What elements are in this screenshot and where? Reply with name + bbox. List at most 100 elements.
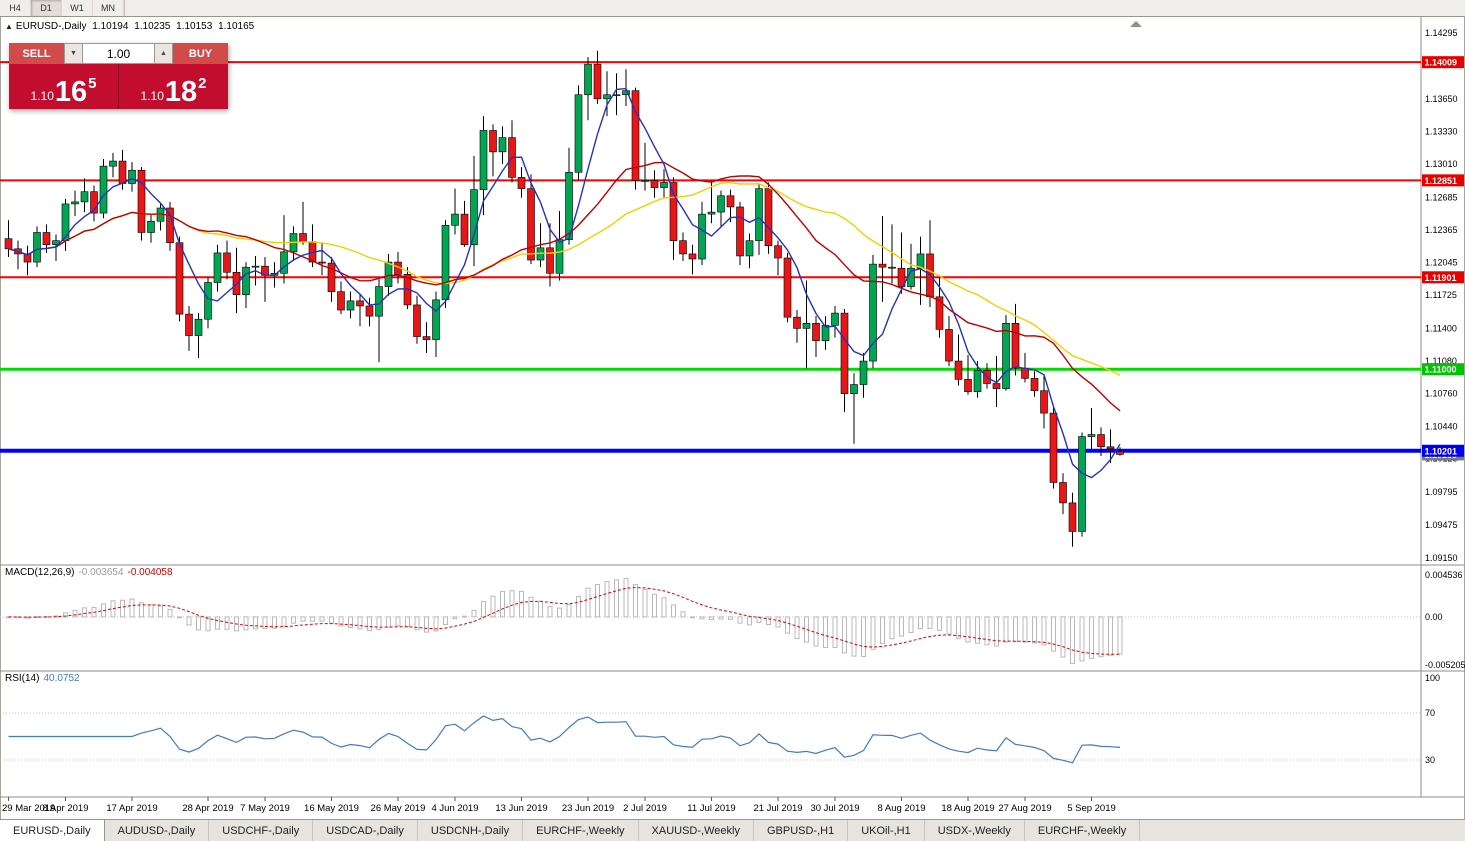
candle-up <box>698 213 706 260</box>
macd-histogram-bar <box>395 616 401 627</box>
macd-histogram-bar <box>823 616 828 648</box>
bid-pipette: 5 <box>88 75 97 92</box>
macd-histogram-bar <box>1079 616 1085 662</box>
candle-up <box>555 239 564 274</box>
candle-up <box>584 63 592 96</box>
macd-histogram-bar <box>899 616 904 637</box>
candle-down <box>1068 502 1077 532</box>
candle-down <box>1021 367 1029 379</box>
candle-down <box>1030 378 1039 391</box>
sell-button[interactable]: SELL <box>9 43 64 64</box>
chart-shift-marker[interactable] <box>1130 21 1142 27</box>
timeframe-button-h4[interactable]: H4 <box>0 0 31 16</box>
sell-price-display[interactable]: 1.10 16 5 <box>9 64 118 109</box>
candle-down <box>1049 412 1058 483</box>
price-tick: 1.12365 <box>1425 225 1458 235</box>
candle-down <box>175 242 184 315</box>
candle-up <box>565 171 573 240</box>
candle-down <box>764 188 773 247</box>
macd-histogram-bar <box>63 612 68 618</box>
macd-histogram-bar <box>747 616 752 626</box>
symbol-tab[interactable]: EURCHF-,Weekly <box>1025 820 1141 841</box>
candle-down <box>840 312 849 395</box>
symbol-tab[interactable]: XAUUSD-,Weekly <box>639 820 754 841</box>
candle-down <box>669 182 678 241</box>
candle-down <box>185 313 193 336</box>
symbol-tab[interactable]: USDCHF-,Daily <box>209 820 314 841</box>
timeframe-buttons: H4 D1 W1 MN <box>0 0 125 16</box>
ohlc-high: 1.10235 <box>134 21 171 32</box>
timeframe-button-d1[interactable]: D1 <box>31 0 62 16</box>
macd-histogram-bar <box>1108 616 1113 656</box>
date-label: 27 Aug 2019 <box>998 803 1051 814</box>
price-tick: 1.10760 <box>1425 389 1458 399</box>
pane-separators <box>0 17 1465 798</box>
candle-up <box>1002 323 1010 389</box>
symbol-tab[interactable]: GBPUSD-,H1 <box>754 820 849 841</box>
macd-histogram-bar <box>614 579 619 618</box>
volume-input[interactable] <box>83 43 154 64</box>
buy-button[interactable]: BUY <box>173 43 228 64</box>
volume-increase-icon[interactable]: ▲ <box>154 43 173 64</box>
symbol-tab[interactable]: AUDUSD-,Daily <box>105 820 210 841</box>
macd-histogram-bar <box>842 616 847 654</box>
macd-histogram-bar <box>224 616 230 630</box>
symbol-tab[interactable]: EURCHF-,Weekly <box>523 820 639 841</box>
price-tick: 1.11080 <box>1425 356 1457 366</box>
candle-up <box>707 211 716 215</box>
macd-histogram-bar <box>300 616 306 622</box>
symbol-tab[interactable]: EURUSD-,Daily <box>0 820 105 841</box>
candle-up <box>470 189 478 246</box>
price-tick: 1.12685 <box>1425 192 1458 202</box>
macd-histogram-bar <box>918 616 923 630</box>
candle-down <box>365 305 374 317</box>
macd-histogram-bar <box>148 604 154 618</box>
macd-histogram-bar <box>880 616 885 645</box>
macd-histogram-bar <box>348 616 353 629</box>
macd-histogram-bar <box>452 616 458 620</box>
candle-up <box>1087 434 1096 437</box>
candle-up <box>346 300 355 311</box>
candle-up <box>603 94 611 100</box>
macd-histogram-bar <box>234 616 239 632</box>
macd-histogram-bar <box>1022 616 1028 643</box>
macd-histogram-bar <box>471 609 477 618</box>
candle-down <box>783 257 792 318</box>
candle-down <box>299 233 307 242</box>
candle-down <box>945 329 953 362</box>
timeframe-button-mn[interactable]: MN <box>93 0 124 16</box>
symbol-tab[interactable]: USDCAD-,Daily <box>313 820 418 841</box>
volume-decrease-icon[interactable]: ▼ <box>64 43 83 64</box>
symbol-tab[interactable]: UKOil-,H1 <box>848 820 925 841</box>
buy-price-display[interactable]: 1.10 18 2 <box>119 64 228 109</box>
macd-histogram-bar <box>1060 616 1066 658</box>
candle-up <box>641 180 649 182</box>
symbol-tab[interactable]: USDX-,Weekly <box>925 820 1025 841</box>
macd-histogram-bar <box>82 607 87 618</box>
candle-down <box>546 247 554 274</box>
candle-up <box>242 266 250 296</box>
timeframe-button-w1[interactable]: W1 <box>62 0 93 16</box>
rsi-label: RSI(14) 40.0752 <box>5 673 84 684</box>
candle-down <box>318 261 326 264</box>
date-label: 11 Jul 2019 <box>687 803 735 814</box>
macd-histogram-bar <box>433 616 439 632</box>
candle-up <box>33 232 41 263</box>
macd-histogram-bar <box>661 597 667 618</box>
timeframe-toolbar: H4 D1 W1 MN <box>0 0 1465 17</box>
macd-histogram-bar <box>462 615 467 618</box>
macd-histogram-bar <box>861 616 866 657</box>
candle-up <box>71 201 79 205</box>
one-click-panel-toggle-icon[interactable]: ▲ <box>5 22 13 31</box>
candle-up <box>213 252 222 283</box>
macd-histogram-bar <box>690 616 695 619</box>
candle-up <box>612 94 621 97</box>
price-axis[interactable]: 1.14295 1.13650 1.13330 1.13010 1.12685 1.123… <box>1422 28 1464 563</box>
candle-up <box>99 165 108 214</box>
symbol-tab[interactable]: USDCNH-,Daily <box>418 820 524 841</box>
price-tick: 1.13650 <box>1425 94 1458 104</box>
macd-histogram-bar <box>984 616 990 646</box>
candle-down <box>793 316 801 329</box>
rsi-axis-30: 30 <box>1425 755 1435 765</box>
